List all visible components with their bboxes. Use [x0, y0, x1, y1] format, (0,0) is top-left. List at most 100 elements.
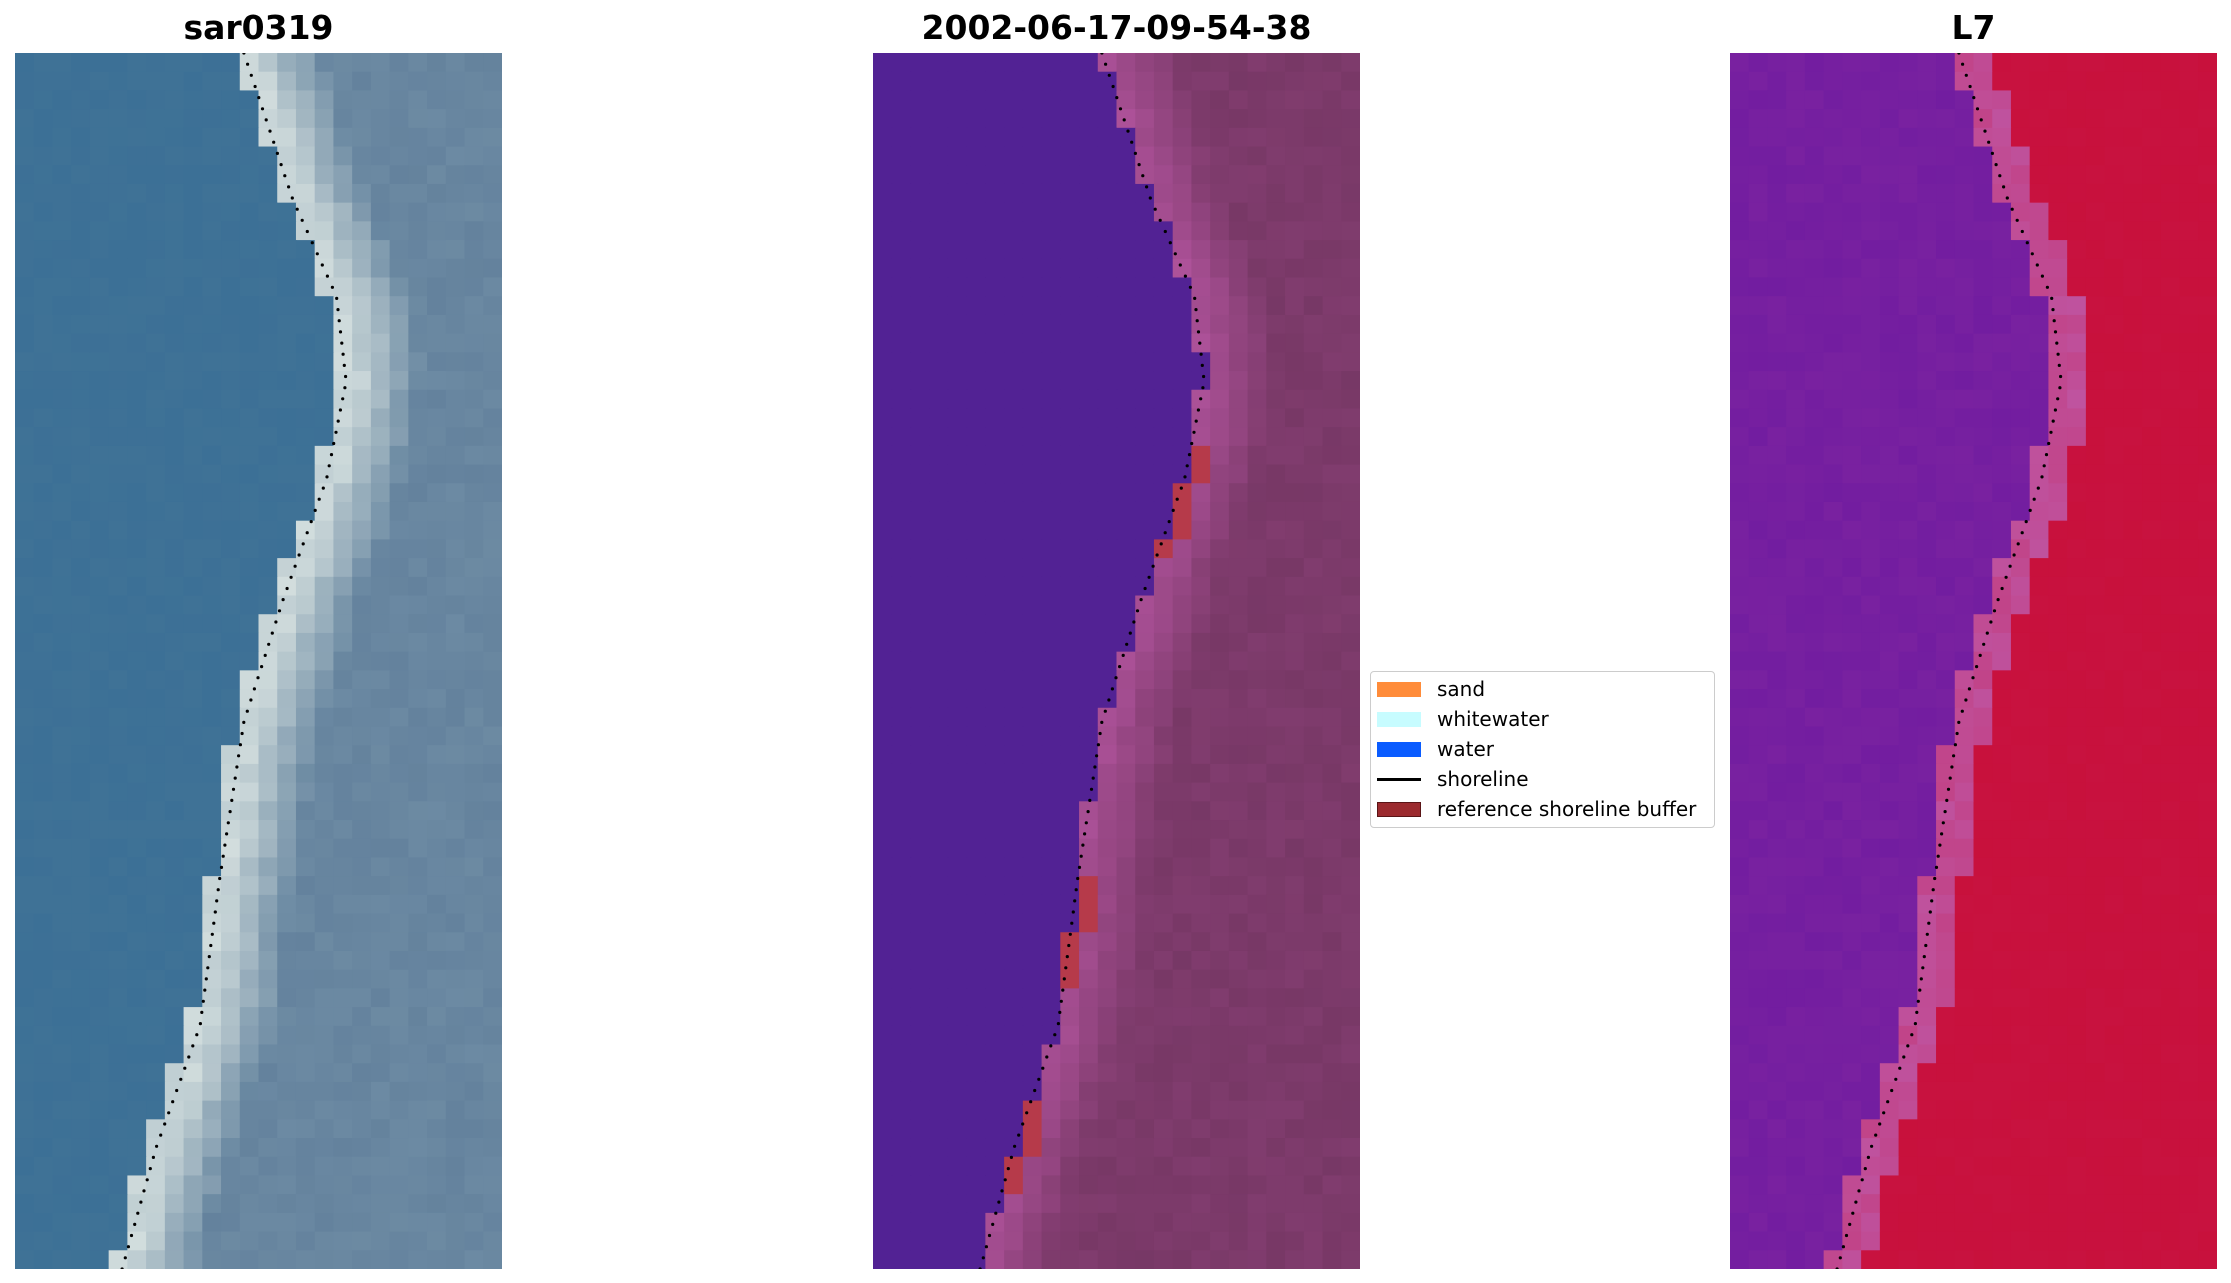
shoreline-dot: [233, 776, 237, 780]
image-pixel: [127, 483, 147, 503]
image-pixel: [1285, 240, 1305, 260]
image-pixel: [483, 670, 502, 690]
image-pixel: [1060, 857, 1080, 877]
image-pixel: [108, 988, 128, 1008]
image-pixel: [2198, 71, 2217, 92]
image-pixel: [1786, 820, 1806, 840]
shoreline-dot: [249, 73, 253, 77]
image-pixel: [1879, 595, 1900, 615]
image-pixel: [295, 1025, 316, 1046]
image-pixel: [2067, 932, 2087, 952]
image-pixel: [89, 820, 110, 840]
image-pixel: [221, 1119, 241, 1139]
image-pixel: [183, 296, 203, 316]
image-pixel: [1992, 651, 2012, 671]
shoreline-dot: [1122, 118, 1126, 122]
image-pixel: [183, 969, 203, 989]
image-pixel: [239, 595, 260, 615]
image-pixel: [1954, 913, 1975, 933]
image-pixel: [1823, 969, 1843, 989]
image-pixel: [1341, 576, 1360, 597]
image-pixel: [258, 408, 278, 428]
image-pixel: [1992, 689, 2012, 709]
image-pixel: [33, 1175, 54, 1195]
shoreline-dot: [315, 252, 319, 256]
image-pixel: [1041, 632, 1061, 653]
image-pixel: [1917, 876, 1937, 896]
image-pixel: [1322, 1081, 1342, 1102]
image-pixel: [15, 258, 35, 279]
image-pixel: [1285, 1194, 1305, 1214]
image-pixel: [1973, 389, 1993, 410]
image-pixel: [1992, 445, 2012, 466]
image-pixel: [108, 109, 128, 129]
image-pixel: [333, 876, 353, 896]
image-pixel: [370, 1100, 391, 1120]
image-pixel: [2029, 146, 2050, 166]
image-pixel: [1172, 614, 1193, 634]
image-pixel: [1172, 1175, 1193, 1195]
image-pixel: [1172, 127, 1193, 148]
image-pixel: [108, 296, 128, 316]
image-pixel: [1079, 651, 1099, 671]
image-pixel: [445, 408, 466, 428]
image-pixel: [1079, 707, 1099, 728]
image-pixel: [2010, 109, 2031, 129]
image-pixel: [2123, 408, 2143, 428]
image-pixel: [1266, 1212, 1286, 1233]
image-pixel: [314, 165, 335, 185]
image-pixel: [2010, 352, 2031, 372]
image-pixel: [2142, 950, 2162, 971]
image-pixel: [1022, 614, 1043, 634]
image-pixel: [966, 90, 986, 110]
image-pixel: [127, 1081, 147, 1102]
image-pixel: [1172, 932, 1193, 952]
image-pixel: [1285, 576, 1305, 597]
image-pixel: [370, 71, 391, 92]
image-pixel: [1936, 988, 1956, 1008]
image-pixel: [929, 558, 949, 578]
image-pixel: [2067, 894, 2087, 915]
image-pixel: [929, 501, 949, 522]
image-pixel: [1898, 464, 1918, 484]
image-pixel: [1210, 1100, 1230, 1120]
image-pixel: [1322, 53, 1342, 73]
image-pixel: [464, 820, 484, 840]
image-pixel: [1060, 1063, 1080, 1083]
image-pixel: [314, 389, 335, 410]
image-pixel: [1322, 483, 1342, 503]
image-pixel: [1079, 445, 1099, 466]
image-pixel: [258, 1119, 278, 1139]
image-pixel: [464, 1138, 484, 1158]
image-pixel: [947, 277, 968, 297]
image-pixel: [1210, 801, 1230, 821]
image-pixel: [464, 1119, 484, 1139]
image-pixel: [1191, 483, 1211, 503]
image-pixel: [164, 1063, 185, 1083]
image-pixel: [33, 333, 54, 353]
image-pixel: [1079, 221, 1099, 241]
shoreline-dot: [246, 62, 250, 66]
image-pixel: [1322, 1250, 1342, 1269]
image-pixel: [2198, 894, 2217, 915]
image-pixel: [1322, 558, 1342, 578]
image-pixel: [1210, 763, 1230, 784]
image-pixel: [1898, 1007, 1918, 1027]
image-pixel: [1153, 1063, 1174, 1083]
image-pixel: [1285, 614, 1305, 634]
image-pixel: [1842, 1025, 1862, 1046]
image-pixel: [352, 932, 372, 952]
image-pixel: [2067, 1025, 2087, 1046]
image-pixel: [1116, 109, 1136, 129]
image-pixel: [183, 894, 203, 915]
image-pixel: [52, 707, 72, 728]
image-pixel: [2160, 221, 2181, 241]
image-pixel: [277, 314, 297, 335]
image-pixel: [1285, 445, 1305, 466]
image-pixel: [146, 258, 166, 279]
image-pixel: [389, 950, 409, 971]
image-pixel: [1898, 670, 1918, 690]
image-pixel: [295, 71, 316, 92]
image-pixel: [1210, 352, 1230, 372]
image-pixel: [427, 1156, 447, 1177]
